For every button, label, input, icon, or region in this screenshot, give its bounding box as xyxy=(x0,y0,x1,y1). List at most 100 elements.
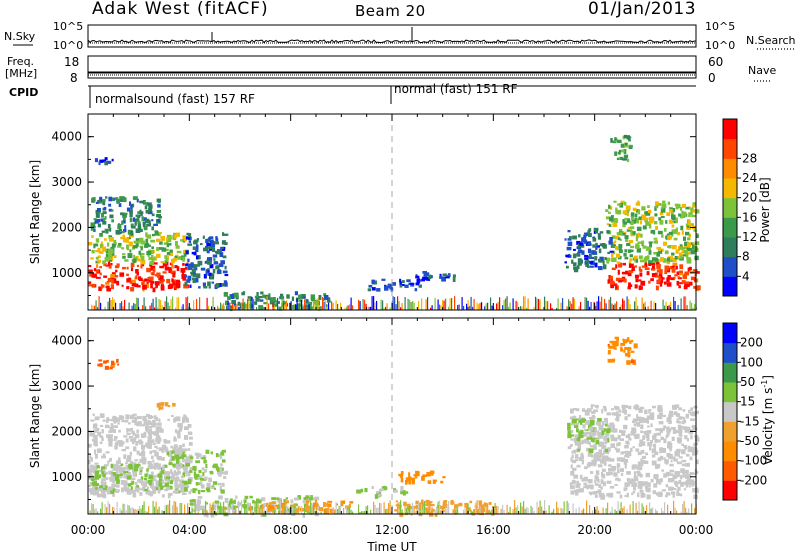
range-gate-cell xyxy=(114,442,119,446)
range-gate-cell xyxy=(95,238,100,243)
range-gate-cell xyxy=(592,459,597,463)
range-gate-cell xyxy=(147,436,153,440)
range-gate-cell xyxy=(140,255,145,258)
range-gate-cell xyxy=(595,242,598,246)
range-gate-cell xyxy=(606,412,612,416)
range-gate-cell xyxy=(596,454,601,459)
near-range-cell xyxy=(598,510,600,515)
range-gate-cell xyxy=(219,486,222,491)
range-gate-cell xyxy=(648,250,652,255)
near-range-cell xyxy=(164,301,166,310)
near-range-cell xyxy=(523,501,525,514)
range-gate-cell xyxy=(140,213,143,217)
range-gate-cell xyxy=(644,267,650,271)
range-gate-cell xyxy=(119,440,124,445)
range-gate-cell xyxy=(631,465,636,470)
range-gate-cell xyxy=(110,490,115,494)
near-range-cell xyxy=(485,507,487,515)
range-gate-cell xyxy=(169,249,173,253)
range-gate-cell xyxy=(577,446,582,450)
range-gate-cell xyxy=(276,497,280,501)
range-gate-cell xyxy=(573,262,577,267)
range-gate-cell xyxy=(615,448,621,452)
range-gate-cell xyxy=(305,503,309,508)
range-gate-cell xyxy=(156,219,161,223)
range-gate-cell xyxy=(606,428,611,432)
range-gate-cell xyxy=(90,257,94,260)
range-gate-cell xyxy=(674,256,679,260)
near-range-cell xyxy=(323,301,325,311)
range-gate-cell xyxy=(161,402,165,406)
range-gate-cell xyxy=(119,231,122,234)
range-gate-cell xyxy=(624,217,628,221)
range-gate-cell xyxy=(614,151,618,156)
range-gate-cell xyxy=(139,488,145,491)
colorbar-tick-label: 100 xyxy=(740,355,763,369)
near-range-cell xyxy=(95,300,97,310)
range-gate-cell xyxy=(664,281,667,285)
range-gate-cell xyxy=(627,226,632,231)
range-gate-cell xyxy=(174,480,178,486)
range-gate-cell xyxy=(93,441,98,446)
range-gate-cell xyxy=(112,415,116,419)
range-gate-cell xyxy=(408,476,412,481)
near-range-cell xyxy=(128,302,130,311)
range-gate-cell xyxy=(394,509,398,512)
range-gate-cell xyxy=(592,244,596,248)
range-gate-cell xyxy=(206,512,209,518)
range-gate-cell xyxy=(678,407,682,411)
near-range-cell xyxy=(227,300,229,311)
range-gate-cell xyxy=(590,471,594,474)
range-gate-cell xyxy=(635,422,638,425)
range-gate-cell xyxy=(584,428,587,432)
near-range-cell xyxy=(370,306,372,311)
range-gate-cell xyxy=(208,286,211,289)
range-gate-cell xyxy=(622,339,628,344)
range-gate-cell xyxy=(303,497,308,501)
range-gate-cell xyxy=(145,218,150,223)
range-gate-cell xyxy=(135,275,138,279)
near-range-cell xyxy=(521,506,523,514)
range-gate-cell xyxy=(211,242,217,245)
near-range-cell xyxy=(244,501,246,514)
near-range-cell xyxy=(335,300,337,310)
range-gate-cell xyxy=(673,488,677,491)
range-gate-cell xyxy=(150,204,153,209)
near-range-cell xyxy=(590,302,592,311)
range-gate-cell xyxy=(121,448,127,452)
near-range-cell xyxy=(673,296,675,311)
range-gate-cell xyxy=(440,480,444,484)
range-gate-cell xyxy=(137,416,142,420)
cpid-label: CPID xyxy=(9,86,38,99)
x-tick-label: 08:00 xyxy=(273,523,308,537)
range-gate-cell xyxy=(98,200,103,204)
range-gate-cell xyxy=(432,479,436,484)
range-gate-cell xyxy=(688,212,691,218)
range-gate-cell xyxy=(306,304,310,310)
near-range-cell xyxy=(392,296,394,311)
range-gate-cell xyxy=(412,479,415,484)
near-range-cell xyxy=(179,503,181,515)
range-gate-cell xyxy=(283,502,288,505)
near-range-cell xyxy=(133,508,135,515)
range-gate-cell xyxy=(638,443,642,447)
range-gate-cell xyxy=(644,219,648,223)
range-gate-cell xyxy=(158,482,163,487)
range-gate-cell xyxy=(414,474,418,479)
near-range-cell xyxy=(131,507,133,515)
near-range-cell xyxy=(227,501,229,514)
range-gate-cell xyxy=(587,230,590,234)
range-gate-cell xyxy=(144,477,148,481)
near-range-cell xyxy=(115,302,117,311)
range-gate-cell xyxy=(609,340,613,344)
near-range-cell xyxy=(527,507,529,514)
range-gate-cell xyxy=(137,220,140,225)
range-gate-cell xyxy=(657,494,663,498)
range-gate-cell xyxy=(644,211,647,215)
x-tick-label: 16:00 xyxy=(476,523,511,537)
range-gate-cell xyxy=(95,201,99,205)
near-range-cell xyxy=(343,508,345,515)
range-gate-cell xyxy=(587,248,592,254)
range-gate-cell xyxy=(126,465,130,471)
range-gate-cell xyxy=(90,474,94,477)
